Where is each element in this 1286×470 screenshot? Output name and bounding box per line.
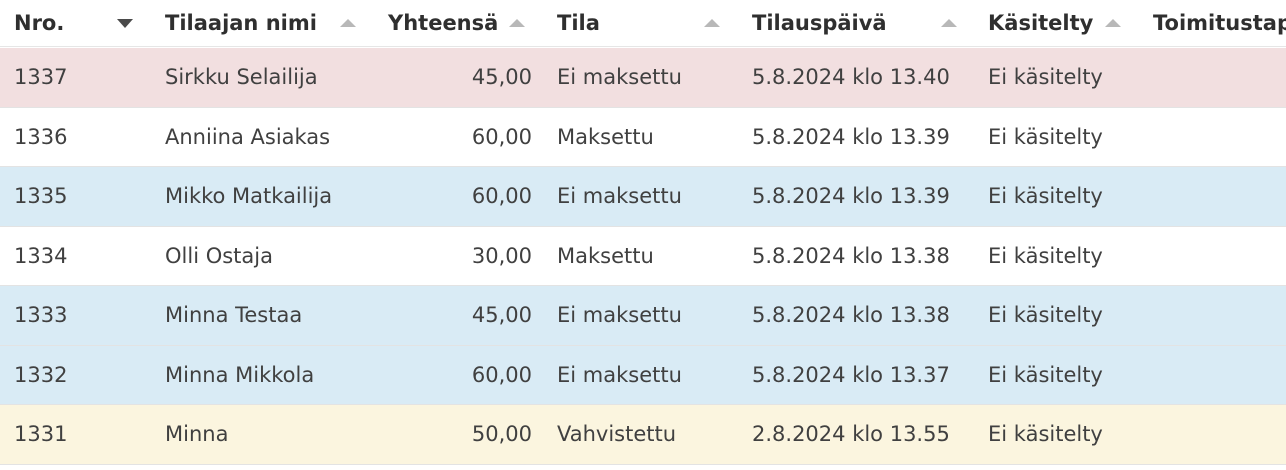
cell-customer-name: Minna Testaa <box>165 303 303 328</box>
cell-order-number: 1332 <box>14 362 68 387</box>
column-header-delivery[interactable]: Toimitustap <box>1153 0 1286 46</box>
cell-customer-name: Sirkku Selailija <box>165 65 318 90</box>
column-header-label: Tilauspäivä <box>752 11 887 35</box>
cell-customer-name: Anniina Asiakas <box>165 124 331 149</box>
column-header-label: Tila <box>557 11 600 35</box>
cell-total: 50,00 <box>471 422 532 447</box>
cell-status: Ei maksettu <box>557 65 682 90</box>
cell-order-date: 5.8.2024 klo 13.39 <box>752 124 950 149</box>
sort-up-icon[interactable] <box>509 0 525 46</box>
cell-order-number: 1336 <box>14 124 68 149</box>
cell-status: Ei maksettu <box>557 362 682 387</box>
column-header-label: Nro. <box>14 11 65 35</box>
cell-order-date: 5.8.2024 klo 13.38 <box>752 243 950 268</box>
column-header-nro[interactable]: Nro. <box>14 0 64 46</box>
table-row[interactable]: 1337 Sirkku Selailija 45,00 Ei maksettu 5.8.… <box>0 48 1286 108</box>
chevron-down-icon[interactable] <box>117 0 133 46</box>
table-header: Nro. Tilaajan nimi Yhteensä Tila Tilausp… <box>0 0 1286 47</box>
cell-total: 60,00 <box>471 124 532 149</box>
cell-total: 45,00 <box>471 303 532 328</box>
cell-total: 60,00 <box>471 362 532 387</box>
cell-order-date: 5.8.2024 klo 13.38 <box>752 303 950 328</box>
sort-up-icon[interactable] <box>340 0 356 46</box>
column-header-label: Yhteensä <box>388 11 499 35</box>
cell-order-number: 1335 <box>14 184 68 209</box>
sort-up-icon[interactable] <box>1105 0 1121 46</box>
cell-handled: Ei käsitelty <box>988 184 1103 209</box>
table-row[interactable]: 1335 Mikko Matkailija 60,00 Ei maksettu 5.8.… <box>0 167 1286 227</box>
cell-order-date: 5.8.2024 klo 13.37 <box>752 362 950 387</box>
cell-order-number: 1337 <box>14 65 68 90</box>
cell-order-number: 1331 <box>14 422 68 447</box>
sort-up-icon[interactable] <box>704 0 720 46</box>
sort-up-icon[interactable] <box>941 0 957 46</box>
table-row[interactable]: 1334 Olli Ostaja 30,00 Maksettu 5.8.2024 klo… <box>0 226 1286 286</box>
column-header-date[interactable]: Tilauspäivä <box>752 0 887 46</box>
cell-order-number: 1333 <box>14 303 68 328</box>
column-header-label: Käsitelty <box>988 11 1094 35</box>
column-header-handled[interactable]: Käsitelty <box>988 0 1093 46</box>
cell-status: Ei maksettu <box>557 303 682 328</box>
cell-customer-name: Mikko Matkailija <box>165 184 333 209</box>
cell-status: Ei maksettu <box>557 184 682 209</box>
table-row[interactable]: 1331 Minna 50,00 Vahvistettu 2.8.2024 klo 13… <box>0 405 1286 465</box>
table-row[interactable]: 1332 Minna Mikkola 60,00 Ei maksettu 5.8.202… <box>0 345 1286 405</box>
cell-handled: Ei käsitelty <box>988 362 1103 387</box>
column-header-label: Toimitustap <box>1153 11 1286 35</box>
cell-handled: Ei käsitelty <box>988 243 1103 268</box>
cell-customer-name: Minna <box>165 422 229 447</box>
cell-total: 60,00 <box>471 184 532 209</box>
cell-order-date: 2.8.2024 klo 13.55 <box>752 422 950 447</box>
table-row[interactable]: 1333 Minna Testaa 45,00 Ei maksettu 5.8.2024… <box>0 286 1286 346</box>
column-header-label: Tilaajan nimi <box>165 11 317 35</box>
cell-total: 30,00 <box>471 243 532 268</box>
cell-handled: Ei käsitelty <box>988 303 1103 328</box>
table-row[interactable]: 1336 Anniina Asiakas 60,00 Maksettu 5.8.2024… <box>0 107 1286 167</box>
cell-total: 45,00 <box>471 65 532 90</box>
column-header-total[interactable]: Yhteensä <box>388 0 498 46</box>
cell-customer-name: Minna Mikkola <box>165 362 315 387</box>
cell-handled: Ei käsitelty <box>988 124 1103 149</box>
cell-status: Maksettu <box>557 124 654 149</box>
cell-status: Vahvistettu <box>557 422 677 447</box>
column-header-status[interactable]: Tila <box>557 0 600 46</box>
cell-handled: Ei käsitelty <box>988 422 1103 447</box>
column-header-name[interactable]: Tilaajan nimi <box>165 0 317 46</box>
cell-handled: Ei käsitelty <box>988 65 1103 90</box>
cell-order-number: 1334 <box>14 243 68 268</box>
cell-customer-name: Olli Ostaja <box>165 243 273 268</box>
cell-order-date: 5.8.2024 klo 13.40 <box>752 65 950 90</box>
cell-status: Maksettu <box>557 243 654 268</box>
cell-order-date: 5.8.2024 klo 13.39 <box>752 184 950 209</box>
